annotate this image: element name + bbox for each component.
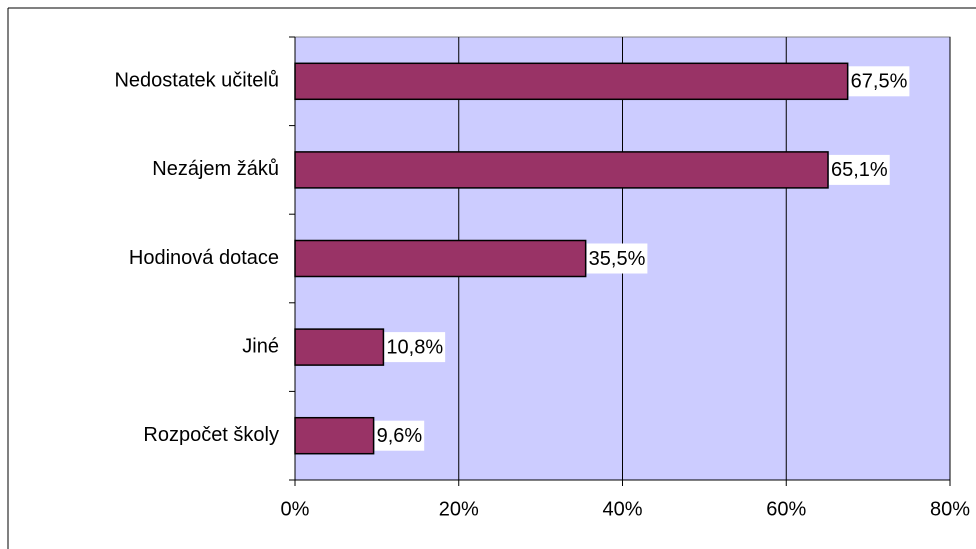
value-label: 10,8%	[386, 336, 443, 358]
value-label-bg	[586, 243, 648, 274]
value-label-bg	[384, 332, 446, 363]
value-label-bg	[829, 154, 890, 185]
value-label-bg	[848, 66, 910, 97]
value-label-bg	[374, 420, 425, 451]
value-label: 35,5%	[589, 248, 646, 270]
y-tick-label: Rozpočet školy	[143, 424, 279, 446]
y-tick-label: Nedostatek učitelů	[114, 70, 279, 92]
bar	[294, 416, 375, 455]
value-label: 67,5%	[851, 71, 908, 93]
y-tick-label: Hodinová dotace	[129, 247, 279, 269]
y-tick-label: Nezájem žáků	[152, 158, 279, 180]
x-tick-label: 80%	[930, 498, 970, 520]
y-tick-label: Jiné	[242, 335, 279, 357]
bar	[294, 328, 385, 366]
bar	[294, 239, 587, 278]
x-tick-label: 0%	[281, 498, 310, 520]
bar	[294, 151, 829, 189]
x-tick-label: 60%	[766, 498, 806, 520]
value-label: 9,6%	[377, 425, 423, 447]
x-tick-label: 40%	[602, 498, 642, 520]
x-tick-label: 20%	[439, 498, 479, 520]
bar	[294, 62, 849, 101]
value-label: 65,1%	[831, 159, 888, 181]
